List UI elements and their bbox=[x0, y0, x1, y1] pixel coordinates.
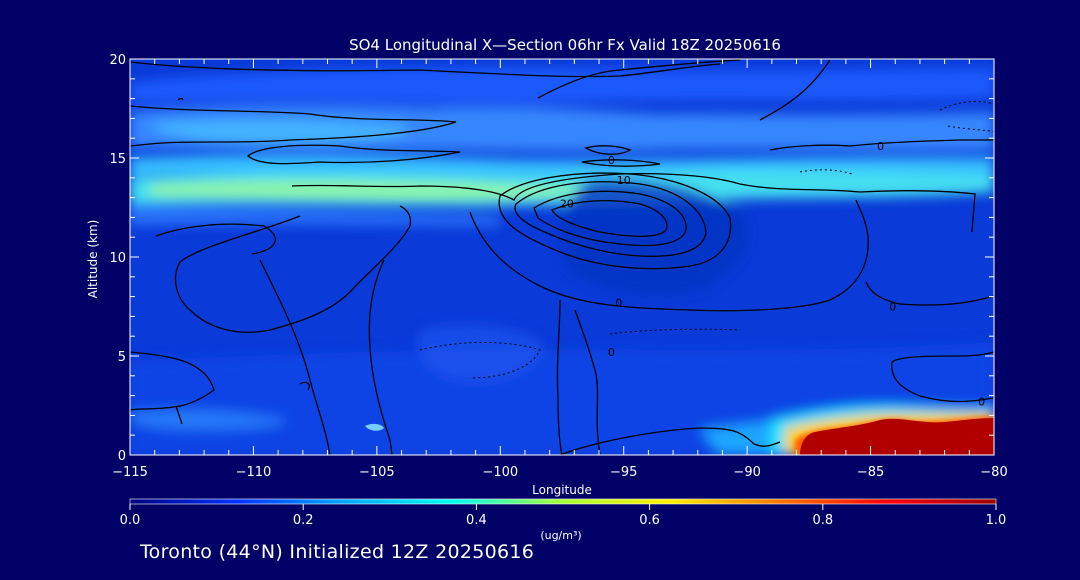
colorbar bbox=[129, 498, 997, 505]
x-tick-label: −105 bbox=[359, 465, 395, 480]
contour-label: 10 bbox=[617, 174, 631, 187]
contour-label: 0 bbox=[608, 346, 615, 359]
contour-label: 0 bbox=[889, 301, 896, 314]
x-tick-label: −115 bbox=[112, 465, 148, 480]
contour-label: 0 bbox=[608, 154, 615, 167]
chart-title: SO4 Longitudinal X—Section 06hr Fx Valid… bbox=[349, 36, 781, 54]
y-tick-label: 20 bbox=[109, 53, 126, 68]
heatmap-field bbox=[130, 59, 994, 455]
x-tick-label: −90 bbox=[733, 465, 760, 480]
contour-label: 0 bbox=[877, 140, 884, 153]
y-tick-label: 5 bbox=[118, 350, 126, 365]
x-tick-label: −95 bbox=[610, 465, 637, 480]
initialization-footer: Toronto (44°N) Initialized 12Z 20250616 bbox=[140, 541, 535, 563]
x-tick-label: −80 bbox=[980, 465, 1007, 480]
x-tick-label: −85 bbox=[857, 465, 884, 480]
colorbar-tick-label: 0.6 bbox=[639, 513, 660, 528]
y-axis-label: Altitude (km) bbox=[86, 220, 100, 299]
contour-label: 0 bbox=[978, 396, 985, 409]
colorbar-tick-label: 1.0 bbox=[986, 513, 1007, 528]
colorbar-unit-label: (ug/m³) bbox=[540, 529, 581, 542]
x-tick-label: −100 bbox=[482, 465, 518, 480]
y-tick-label: 10 bbox=[109, 251, 126, 266]
x-axis-label: Longitude bbox=[532, 483, 592, 497]
contour-label: 20 bbox=[560, 198, 574, 211]
contour-lines bbox=[130, 59, 994, 455]
colorbar-tick-label: 0.8 bbox=[812, 513, 833, 528]
colorbar-ticks: 0.0 0.2 0.4 0.6 0.8 1.0 bbox=[120, 504, 1007, 528]
y-tick-label: 15 bbox=[109, 152, 126, 167]
contour-label: 0 bbox=[615, 297, 622, 310]
x-tick-label: −110 bbox=[236, 465, 272, 480]
colorbar-tick-label: 0.4 bbox=[466, 513, 487, 528]
x-axis: −115 −110 −105 −100 −95 −90 −85 −80 bbox=[112, 59, 1008, 480]
colorbar-tick-label: 0.0 bbox=[120, 513, 141, 528]
y-axis: 0 5 10 15 20 bbox=[109, 53, 994, 464]
colorbar-tick-label: 0.2 bbox=[293, 513, 314, 528]
y-tick-label: 0 bbox=[118, 449, 126, 464]
